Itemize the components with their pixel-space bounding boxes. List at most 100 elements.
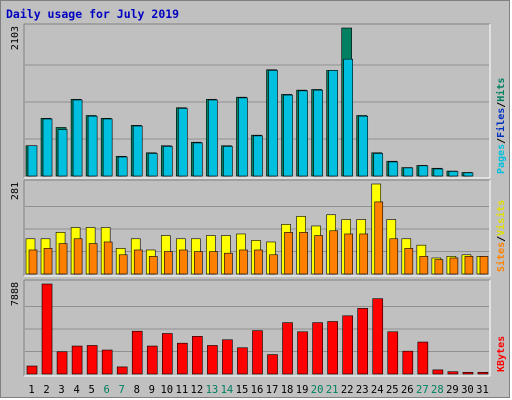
bar-kbytes-day-19: [297, 331, 308, 375]
bar-kbytes-day-1: [26, 365, 38, 375]
side-label-part: Pages: [496, 144, 507, 174]
bar-pages-day-7: [117, 156, 128, 177]
side-label-part: Files: [495, 108, 507, 138]
bar-pages-day-21: [328, 70, 338, 177]
x-tick-label-day-21: 21: [326, 384, 339, 396]
x-tick-label-day-22: 22: [341, 384, 354, 396]
bar-kbytes-day-15: [237, 347, 248, 375]
bar-kbytes-day-26: [402, 350, 414, 375]
x-tick-label-day-30: 30: [461, 384, 474, 396]
side-label-part: KBytes: [496, 336, 507, 372]
bar-kbytes-day-29: [447, 371, 459, 375]
x-tick-label-day-3: 3: [58, 384, 64, 396]
side-label-part: /: [496, 102, 507, 108]
bar-pages-day-17: [268, 70, 278, 177]
x-tick-label-day-31: 31: [476, 384, 489, 396]
x-tick-label-day-25: 25: [386, 384, 399, 396]
x-tick-label-day-18: 18: [281, 384, 294, 396]
bar-kbytes-day-17: [267, 354, 278, 375]
bar-sites-day-18: [284, 232, 293, 275]
x-tick-label-day-4: 4: [73, 384, 79, 396]
bar-kbytes-day-9: [146, 345, 158, 375]
bar-pages-day-3: [57, 129, 68, 177]
x-tick-label-day-15: 15: [236, 384, 249, 396]
bar-kbytes-day-14: [222, 339, 233, 375]
x-tick-label-day-19: 19: [296, 384, 309, 396]
bar-pages-day-10: [162, 146, 173, 177]
bar-sites-day-6: [103, 241, 113, 275]
y-tick-label: 7888: [10, 282, 21, 306]
bar-pages-day-2: [42, 118, 53, 177]
bar-pages-day-28: [433, 168, 444, 177]
bar-kbytes-day-10: [161, 333, 173, 375]
bar-sites-day-8: [133, 249, 143, 275]
bar-kbytes-day-25: [387, 331, 399, 375]
chart-title: Daily usage for July 2019: [6, 7, 179, 21]
bar-kbytes-day-5: [86, 345, 98, 375]
bar-pages-day-30: [463, 172, 474, 177]
bar-sites-day-30: [464, 256, 474, 275]
side-label-part: Visits: [495, 200, 507, 236]
bar-sites-day-25: [389, 238, 399, 275]
x-tick-label-day-12: 12: [191, 384, 204, 396]
y-tick-label: 281: [10, 182, 21, 200]
bar-pages-day-22: [343, 58, 353, 177]
x-tick-label-day-13: 13: [206, 384, 219, 396]
bar-sites-day-22: [344, 233, 353, 275]
bar-sites-day-11: [179, 249, 188, 275]
x-tick-label-day-5: 5: [88, 384, 94, 396]
bar-sites-day-21: [329, 230, 338, 275]
bar-sites-day-12: [194, 251, 203, 275]
bar-kbytes-day-13: [207, 345, 218, 375]
x-tick-label-day-6: 6: [104, 384, 110, 396]
x-tick-label-day-10: 10: [160, 384, 173, 396]
bar-kbytes-day-11: [177, 342, 188, 375]
x-tick-label-day-17: 17: [266, 384, 279, 396]
bar-sites-day-9: [148, 256, 158, 275]
bar-sites-day-20: [314, 235, 323, 275]
bar-pages-day-27: [418, 165, 429, 177]
bar-pages-day-14: [223, 146, 233, 177]
x-tick-label-day-28: 28: [431, 384, 444, 396]
bar-sites-day-7: [118, 254, 128, 275]
bar-kbytes-day-20: [312, 322, 323, 375]
x-tick-label-day-14: 14: [221, 384, 234, 396]
panel-kbytes: 7888 KBytes: [10, 279, 507, 377]
x-tick-label-day-1: 1: [28, 384, 34, 396]
x-tick-label-day-24: 24: [371, 384, 384, 396]
x-tick-label-day-2: 2: [43, 384, 49, 396]
bar-pages-day-20: [313, 89, 323, 177]
side-label-part: Hits: [495, 78, 507, 102]
bar-kbytes-day-12: [192, 336, 203, 375]
bar-pages-day-9: [147, 153, 158, 177]
panels-layer: 2103Pages/Files/Hits281Sites/Visits7888K…: [10, 23, 507, 377]
bar-pages-day-13: [208, 99, 218, 177]
x-tick-label-day-26: 26: [401, 384, 414, 396]
bar-sites-day-10: [163, 251, 173, 275]
bar-pages-day-25: [388, 161, 399, 177]
x-axis-labels: 1 2 3 4 5 6 7 8 9 10 11 12 13 14 15 16 17 18 19 20 21 22 23 24 2…: [28, 384, 488, 396]
bar-sites-day-17: [269, 254, 278, 275]
side-label: Pages/Files/Hits: [495, 78, 507, 174]
bar-kbytes-day-28: [432, 369, 444, 375]
bar-pages-day-11: [178, 108, 188, 177]
x-tick-label-day-9: 9: [149, 384, 155, 396]
side-label-part: /: [496, 138, 507, 144]
side-label-part: Sites: [495, 242, 507, 272]
bar-sites-day-13: [209, 251, 218, 275]
bar-sites-day-15: [239, 249, 248, 275]
bar-kbytes-day-3: [56, 351, 68, 375]
bar-pages-day-19: [298, 90, 308, 177]
bar-pages-day-8: [132, 125, 143, 177]
x-tick-label-day-11: 11: [176, 384, 189, 396]
bar-sites-day-5: [88, 243, 98, 275]
bar-kbytes-day-2: [41, 283, 53, 375]
bar-kbytes-day-8: [131, 330, 143, 375]
side-label: Sites/Visits: [495, 200, 507, 272]
bar-sites-day-28: [434, 259, 444, 275]
bar-kbytes-day-22: [342, 315, 353, 375]
bar-pages-day-23: [358, 115, 369, 177]
bar-pages-day-5: [87, 115, 98, 177]
